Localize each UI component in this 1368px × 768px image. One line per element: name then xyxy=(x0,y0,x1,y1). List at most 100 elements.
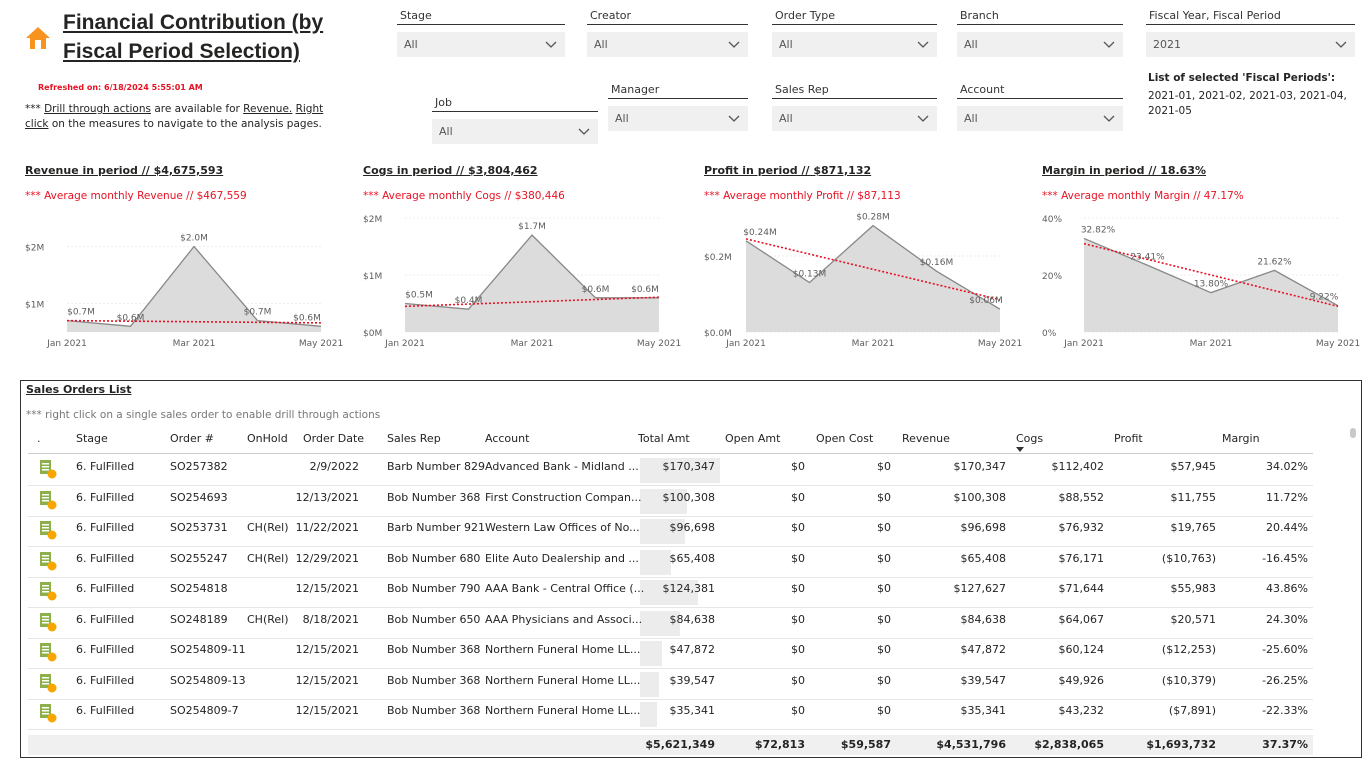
column-header[interactable]: Cogs xyxy=(1016,432,1044,445)
page-title: Financial Contribution (by Fiscal Period… xyxy=(63,11,324,63)
row-icon[interactable] xyxy=(38,551,58,571)
note-link[interactable]: Revenue. xyxy=(243,103,293,115)
filter-dropdown[interactable]: All xyxy=(608,106,748,131)
filter-value: All xyxy=(964,112,978,125)
filter-underline xyxy=(957,98,1123,99)
column-header[interactable]: Profit xyxy=(1114,432,1143,445)
cell: 2/9/2022 xyxy=(309,460,359,473)
column-header[interactable]: Total Amt xyxy=(638,432,690,445)
chart-title[interactable]: Cogs in period // $3,804,462 xyxy=(363,164,538,177)
column-header[interactable]: Order Date xyxy=(303,432,365,445)
column-header[interactable]: Account xyxy=(485,432,530,445)
header-rule xyxy=(28,453,1313,454)
cell[interactable]: $96,698 xyxy=(669,521,716,534)
chart-subtitle: *** Average monthly Cogs // $380,446 xyxy=(363,190,565,202)
row-icon[interactable] xyxy=(38,673,58,693)
chart-title[interactable]: Revenue in period // $4,675,593 xyxy=(25,164,224,177)
cell[interactable]: $84,638 xyxy=(669,612,716,626)
cell[interactable]: $65,408 xyxy=(669,551,716,565)
y-tick-label: $1M xyxy=(363,272,382,282)
table-note: *** right click on a single sales order … xyxy=(26,409,381,421)
cell[interactable]: $170,347 xyxy=(662,460,716,473)
home-icon[interactable] xyxy=(24,25,52,51)
filter-underline xyxy=(957,24,1123,25)
cell: SO248189 xyxy=(170,612,228,626)
filter-value: 2021 xyxy=(1153,38,1181,51)
data-label: $0.4M xyxy=(455,296,483,306)
fiscal-line: 2021-01, 2021-02, 2021-03, 2021-04, xyxy=(1148,90,1347,102)
cell: $0 xyxy=(791,460,805,473)
cell[interactable]: $39,547 xyxy=(669,673,716,687)
filter-value: All xyxy=(779,38,793,51)
column-header[interactable]: Order # xyxy=(170,432,214,445)
filter-label: Order Type xyxy=(775,9,836,22)
cell: $0 xyxy=(791,673,805,687)
cell: 6. FulFilled xyxy=(76,460,135,473)
cell[interactable]: $47,872 xyxy=(669,643,716,656)
filter-value: All xyxy=(779,112,793,125)
data-label: 23.41% xyxy=(1130,252,1165,262)
cell[interactable]: $35,341 xyxy=(669,704,716,717)
filter-underline xyxy=(608,98,748,99)
filter-dropdown[interactable]: All xyxy=(772,32,937,57)
filter-label: Stage xyxy=(400,9,432,22)
chart-title[interactable]: Margin in period // 18.63% xyxy=(1042,164,1207,177)
y-tick-label: 40% xyxy=(1042,215,1062,225)
cell: $0 xyxy=(877,551,891,565)
data-label: 13.80% xyxy=(1194,280,1229,290)
cell: Barb Number 921 xyxy=(387,521,485,534)
note-link[interactable]: Right click xyxy=(25,103,324,130)
column-header[interactable]: Margin xyxy=(1222,432,1260,445)
column-header[interactable]: Open Amt xyxy=(725,432,781,445)
cell: $0 xyxy=(877,521,891,534)
row-icon[interactable] xyxy=(38,703,58,723)
data-bar xyxy=(640,549,671,575)
column-header[interactable]: Sales Rep xyxy=(387,432,441,445)
row-icon[interactable] xyxy=(38,520,58,540)
cell: 6. FulFilled xyxy=(76,582,135,595)
cell[interactable]: $124,381 xyxy=(662,582,716,595)
scrollbar[interactable] xyxy=(1350,428,1356,438)
cell: Bob Number 368 xyxy=(387,704,481,717)
area xyxy=(67,246,321,332)
cell: $39,547 xyxy=(960,673,1007,687)
chevron xyxy=(917,41,929,48)
filter-dropdown[interactable]: All xyxy=(432,119,598,144)
column-header[interactable]: Stage xyxy=(76,432,108,445)
cell: AAA Physicians and Associ... xyxy=(485,612,643,626)
filter-dropdown[interactable]: 2021 xyxy=(1146,32,1355,57)
chart-title[interactable]: Profit in period // $871,132 xyxy=(704,164,872,177)
row-icon[interactable] xyxy=(38,612,58,632)
chart: $0M $1M $2M Jan 2021 Mar 2021 May 2021 $0.5M $0… xyxy=(363,215,681,349)
column-header[interactable]: Revenue xyxy=(902,432,950,445)
data-label: $0.7M xyxy=(67,308,95,318)
cell: $0 xyxy=(791,704,805,717)
cell: Advanced Bank - Midland ... xyxy=(485,460,639,473)
filter-dropdown[interactable]: All xyxy=(772,106,937,131)
filter-dropdown[interactable]: All xyxy=(397,32,565,57)
column-header[interactable]: Open Cost xyxy=(816,432,874,445)
row-icon[interactable] xyxy=(38,642,58,662)
filter-dropdown[interactable]: All xyxy=(957,32,1123,57)
row-icon[interactable] xyxy=(38,581,58,601)
column-header[interactable]: OnHold xyxy=(247,432,288,445)
cell: $88,552 xyxy=(1058,490,1105,504)
filter-dropdown[interactable]: All xyxy=(587,32,748,57)
cell: Northern Funeral Home LL... xyxy=(485,673,641,687)
total-cell: $2,838,065 xyxy=(1034,738,1104,751)
note-link[interactable]: Drill through actions xyxy=(44,103,151,115)
total-cell: $59,587 xyxy=(840,738,891,751)
data-bar xyxy=(640,671,659,697)
x-tick-label: Jan 2021 xyxy=(1063,339,1104,349)
cell: Northern Funeral Home LL... xyxy=(485,704,641,717)
row-icon[interactable] xyxy=(38,490,58,510)
row-icon[interactable] xyxy=(38,459,58,479)
cell: CH(Rel) xyxy=(247,551,289,565)
cell[interactable]: $100,308 xyxy=(662,490,716,504)
cell: Elite Auto Dealership and ... xyxy=(485,551,639,565)
cell: $19,765 xyxy=(1170,521,1217,534)
column-header[interactable]: . xyxy=(37,432,41,445)
cell: First Construction Compan... xyxy=(485,490,642,504)
data-bar xyxy=(640,702,657,727)
filter-dropdown[interactable]: All xyxy=(957,106,1123,131)
